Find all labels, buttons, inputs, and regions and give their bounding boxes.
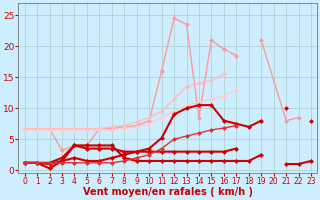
X-axis label: Vent moyen/en rafales ( km/h ): Vent moyen/en rafales ( km/h ) <box>83 187 253 197</box>
